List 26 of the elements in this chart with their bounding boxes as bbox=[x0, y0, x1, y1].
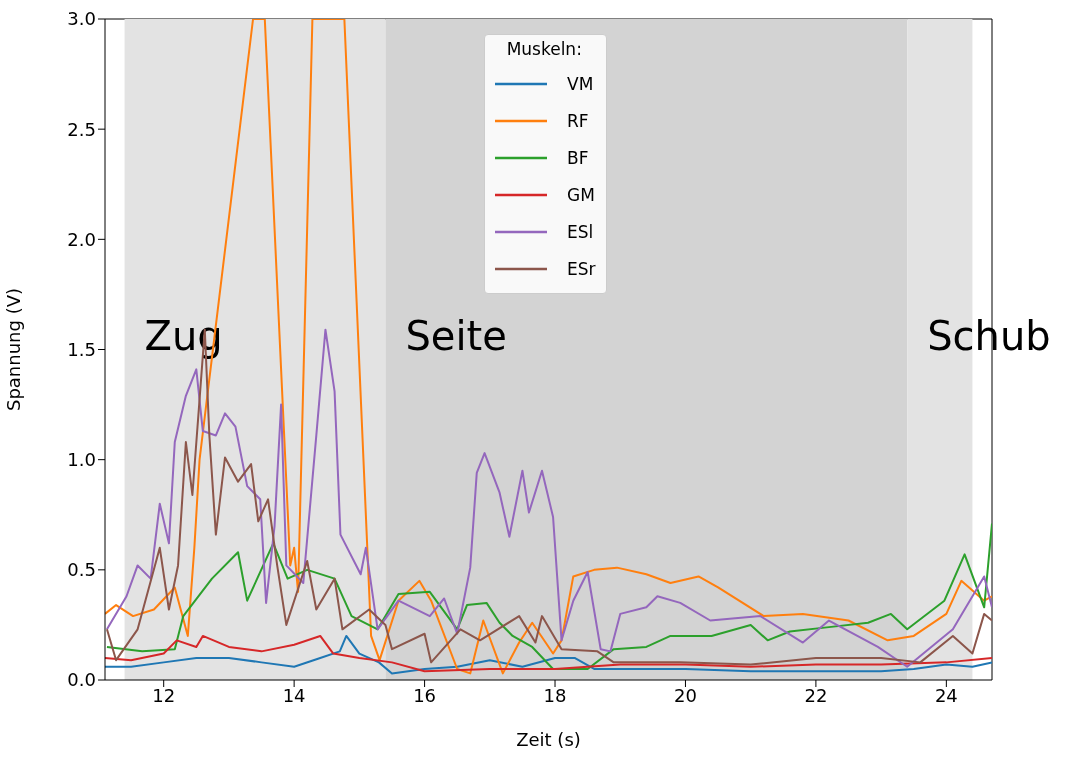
line-series bbox=[105, 522, 992, 670]
legend-label: BF bbox=[567, 147, 589, 168]
legend-label: GM bbox=[567, 184, 595, 205]
x-tick-label: 16 bbox=[413, 684, 437, 706]
y-tick-label: 0.5 bbox=[67, 559, 96, 581]
y-tick-label: 3.0 bbox=[67, 8, 96, 30]
y-tick-label: 0.0 bbox=[67, 669, 96, 691]
x-tick-label: 12 bbox=[152, 684, 176, 706]
x-axis-title: Zeit (s) bbox=[516, 729, 581, 750]
x-tick-label: 22 bbox=[804, 684, 828, 706]
legend-label: ESr bbox=[567, 258, 596, 279]
x-tick-label: 20 bbox=[674, 684, 697, 706]
y-tick-label: 1.5 bbox=[67, 338, 96, 360]
y-tick-label: 1.0 bbox=[67, 449, 96, 471]
band-label: Schub bbox=[927, 312, 1051, 359]
x-tick-label: 18 bbox=[543, 684, 567, 706]
y-axis-title: Spannung (V) bbox=[3, 287, 25, 412]
legend-label: VM bbox=[567, 73, 594, 94]
legend-title: Muskeln: bbox=[505, 39, 583, 59]
band-label: Seite bbox=[405, 312, 507, 359]
legend-label: RF bbox=[567, 110, 589, 131]
y-tick-label: 2.5 bbox=[67, 118, 96, 140]
legend-label: ESl bbox=[567, 221, 594, 242]
x-tick-label: 14 bbox=[282, 684, 306, 706]
y-tick-label: 2.0 bbox=[67, 228, 96, 250]
x-tick-label: 24 bbox=[934, 684, 958, 706]
